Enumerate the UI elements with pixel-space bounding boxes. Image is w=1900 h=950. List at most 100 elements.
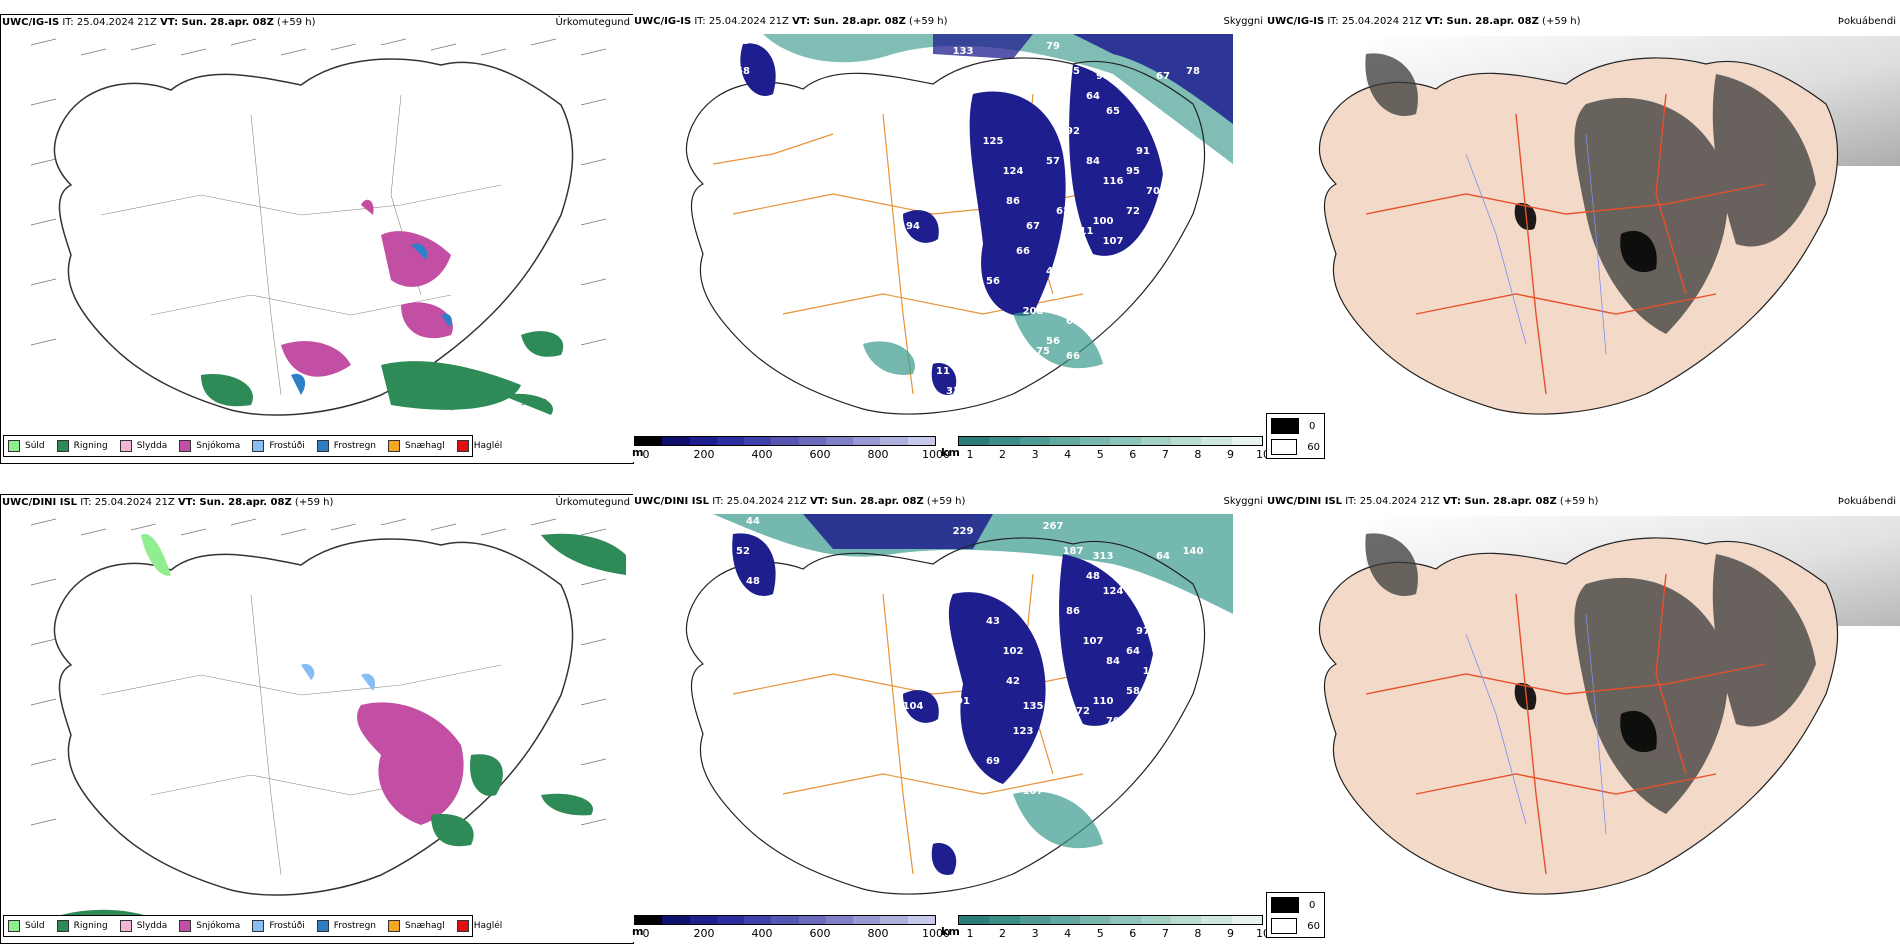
visibility-value: 41	[1086, 326, 1100, 337]
visibility-value: 107	[1083, 636, 1104, 647]
legend-item: Slydda	[119, 920, 168, 932]
visibility-value: 49	[1086, 296, 1100, 307]
colorbar-cell	[1231, 437, 1262, 445]
visibility-value: 187	[1063, 546, 1084, 557]
visibility-value: 229	[953, 526, 974, 537]
visibility-value: 58	[1126, 686, 1140, 697]
visibility-value: 110	[1093, 696, 1114, 707]
visibility-value: 138	[1063, 256, 1084, 267]
colorbar-tick-label: 2	[999, 927, 1007, 940]
visibility-value: 54	[956, 216, 970, 227]
model-name: UWC/DINI ISL	[2, 497, 78, 508]
legend-item: Frostúði	[252, 920, 305, 932]
visibility-value: 76	[1126, 256, 1140, 267]
fog-legend-swatch	[1271, 439, 1298, 455]
visibility-value: 97	[1136, 626, 1150, 637]
ceiling-colorbar-top: 0 200 400 600 800 1000	[634, 436, 950, 466]
ceiling-unit: m	[632, 446, 644, 459]
visibility-panel-bottom: 44 52 48 229 267 187 313 48 124 64 140 86 43 102 66 107…	[633, 494, 1265, 942]
colorbar-cell	[798, 916, 826, 924]
visibility-value: 44	[746, 516, 760, 527]
legend-swatch	[316, 440, 329, 452]
colorbar-tick-label: 6	[1129, 448, 1137, 461]
low-ceiling-areas	[740, 43, 1163, 395]
colorbar-tick-label: 3	[1031, 927, 1039, 940]
visibility-value: 56	[1086, 746, 1100, 757]
colorbar-tick-label: 0	[642, 448, 650, 461]
legend-swatch	[252, 440, 265, 452]
legend-swatch	[119, 920, 132, 932]
visibility-value: 65	[1066, 66, 1080, 77]
colorbar-cell	[635, 437, 663, 445]
colorbar-tick-label: 1	[966, 927, 974, 940]
visibility-value: 58	[736, 66, 750, 77]
visibility-value: 107	[1023, 786, 1044, 797]
visibility-value: 183	[923, 251, 944, 262]
iceland-coast	[685, 57, 1206, 415]
legend-swatch	[456, 440, 469, 452]
legend-swatch	[8, 920, 20, 932]
legend-item: Frostregn	[316, 440, 376, 452]
model-name: UWC/DINI ISL	[1267, 496, 1343, 507]
fog-dense	[1514, 683, 1657, 753]
panel-title-fog: Þokuábendi	[1837, 16, 1896, 27]
fog-panel-top: UWC/IG-IS IT: 25.04.2024 21Z VT: Sun. 28…	[1266, 14, 1900, 462]
colorbar-cell	[1080, 437, 1111, 445]
legend-item: Rigning	[56, 920, 108, 932]
freezing-drizzle-area	[301, 663, 376, 691]
init-time: IT: 25.04.2024 21Z	[694, 16, 789, 27]
colorbar-cell	[662, 437, 690, 445]
colorbar-cell	[1110, 916, 1141, 924]
legend-item: Súld	[8, 440, 45, 452]
legend-label: Slydda	[136, 921, 168, 931]
colorbar-tick-label: 9	[1226, 448, 1234, 461]
visibility-value: 208	[1023, 306, 1044, 317]
visibility-value: 62	[1046, 746, 1060, 757]
snow-area	[281, 199, 453, 377]
colorbar-cell	[989, 916, 1020, 924]
visibility-value: 98	[1096, 71, 1110, 82]
legend-label: Súld	[25, 921, 45, 931]
fog-legend-item: 60	[1271, 917, 1320, 935]
colorbar-tick-label: 4	[1064, 448, 1072, 461]
panel-title-visibility: Skyggni	[1223, 16, 1263, 27]
fog-panel-bottom: UWC/DINI ISL IT: 25.04.2024 21Z VT: Sun.…	[1266, 494, 1900, 942]
colorbar-tick-label: 2	[999, 448, 1007, 461]
legend-label: Snæhagl	[405, 441, 445, 451]
iceland-coast	[53, 58, 574, 416]
visibility-value: 89	[1106, 766, 1120, 777]
legend-swatch	[252, 920, 265, 932]
valid-time: VT: Sun. 28.apr. 08Z	[1442, 496, 1557, 507]
legend-label: Snæhagl	[405, 921, 445, 931]
visibility-value: 467	[1083, 266, 1104, 277]
visibility-colorbar-top: 1 2 3 4 5 6 7 8 9 10	[958, 436, 1270, 466]
fog-legend-item: 0	[1271, 417, 1320, 435]
init-time: IT: 25.04.2024 21Z	[62, 17, 157, 28]
colorbar-cell	[907, 437, 935, 445]
visibility-value: 100	[1093, 216, 1114, 227]
colorbar-tick-label: 0	[642, 927, 650, 940]
visibility-value: 66	[1016, 246, 1030, 257]
visibility-value: 82	[1126, 736, 1140, 747]
visibility-value: 42	[1006, 676, 1020, 687]
rain-area	[61, 533, 626, 935]
visibility-value: 62	[1056, 206, 1070, 217]
visibility-value: 125	[983, 136, 1004, 147]
colorbar-cell	[1140, 437, 1172, 445]
visibility-value: 65	[1106, 106, 1120, 117]
wind-barbs	[30, 38, 607, 411]
visibility-colorbar-bottom: 1 2 3 4 5 6 7 8 9 10	[958, 915, 1270, 945]
colorbar-cell	[1201, 916, 1232, 924]
visibility-value: 59	[1086, 776, 1100, 787]
legend-swatch	[179, 440, 192, 452]
visibility-value: 84	[1086, 156, 1100, 167]
wind-barbs	[30, 518, 607, 826]
visibility-value: 66	[1046, 636, 1060, 647]
legend-item: Snjókoma	[179, 440, 240, 452]
sea-low-ceiling	[1073, 34, 1233, 124]
valid-time: VT: Sun. 28.apr. 08Z	[177, 497, 292, 508]
legend-label: Haglél	[473, 921, 503, 931]
visibility-value: 86	[1066, 606, 1080, 617]
visibility-value: 74	[746, 96, 760, 107]
lead-time: (+59 h)	[909, 16, 948, 27]
